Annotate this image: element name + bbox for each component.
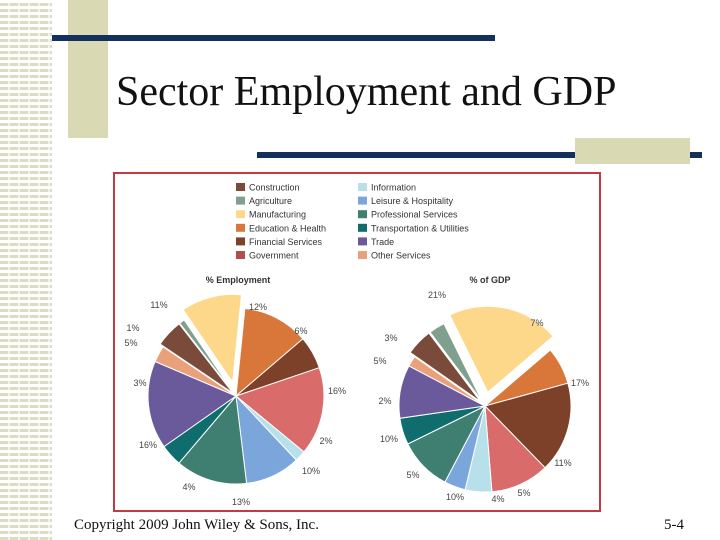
legend-swatch-other-services <box>358 251 367 259</box>
legend-swatch-construction <box>236 183 245 191</box>
slice-label-leisure-and-hospitality: 4% <box>491 494 504 504</box>
legend-swatch-financial-services <box>236 237 245 246</box>
slide-title: Sector Employment and GDP <box>116 69 617 115</box>
pie-title-0: % Employment <box>206 275 271 285</box>
legend-swatch-education-and-health <box>236 223 245 232</box>
pie-slice-trade <box>147 360 238 448</box>
legend-swatch-government <box>236 251 245 259</box>
legend-swatch-professional-services <box>358 210 367 219</box>
slice-label-agriculture: 3% <box>384 333 397 343</box>
chart-panel: Construction Agriculture Manufacturing Educ… <box>113 172 601 512</box>
pie-slice-professional-services <box>178 394 248 485</box>
slice-label-other-services: 3% <box>133 378 146 388</box>
slice-label-government: 11% <box>554 458 571 468</box>
legend-label-trade: Trade <box>371 237 394 247</box>
slice-label-manufacturing: 21% <box>428 290 446 300</box>
legend-label-construction: Construction <box>249 183 300 193</box>
slice-label-professional-services: 13% <box>232 497 250 507</box>
pie-slice-government <box>234 367 325 453</box>
page-number: 5-4 <box>664 517 684 533</box>
legend-swatch-trade <box>358 237 367 246</box>
pie-slice-agriculture <box>429 323 483 402</box>
pie-slice-other-services <box>154 346 237 397</box>
slice-label-government: 16% <box>328 386 346 396</box>
bottom-rule <box>257 152 702 158</box>
pie-employment: % Employment 5% 1% 11% 12% 6% 16% 2% 10% 13% 4% 16%… <box>124 275 346 507</box>
pie-gdp: % of GDP 5% 3% 21% 7% 17% 11% 5% 4% 10% 5% 10% 2% <box>373 275 589 504</box>
pie-slice-financial-services <box>484 382 572 469</box>
slice-label-trade: 16% <box>139 440 157 450</box>
chart-figure: Construction Agriculture Manufacturing Educ… <box>124 183 589 508</box>
slice-label-other-services: 2% <box>378 396 391 406</box>
legend-swatch-transportation-and-utilities <box>358 223 367 232</box>
copyright-footer: Copyright 2009 John Wiley & Sons, Inc. <box>74 517 319 533</box>
title-accent-block <box>68 0 108 138</box>
pie-slice-construction <box>159 323 234 394</box>
legend-swatch-manufacturing <box>236 210 245 219</box>
slice-label-transportation-and-utilities: 5% <box>406 470 419 480</box>
legend-label-agriculture: Agriculture <box>249 196 292 206</box>
rule-accent-block <box>575 138 690 164</box>
slice-label-financial-services: 17% <box>571 378 589 388</box>
slice-label-financial-services: 6% <box>294 326 307 336</box>
left-stripe-decoration <box>0 0 52 540</box>
top-rule <box>52 35 495 41</box>
pie-slice-manufacturing <box>182 293 243 384</box>
slice-label-information: 5% <box>517 488 530 498</box>
slice-label-trade: 10% <box>380 434 398 444</box>
legend-swatch-agriculture <box>236 196 245 205</box>
slice-label-transportation-and-utilities: 4% <box>182 482 195 492</box>
slice-label-manufacturing: 11% <box>150 300 167 310</box>
legend-label-financial-services: Financial Services <box>249 237 323 247</box>
slice-label-construction: 5% <box>124 338 137 348</box>
legend-label-other-services: Other Services <box>371 251 431 261</box>
legend-label-government: Government <box>249 251 299 261</box>
pie-slice-other-services <box>408 356 486 407</box>
pie-slice-manufacturing <box>449 305 554 394</box>
slice-label-education-and-health: 12% <box>249 302 267 312</box>
legend-label-manufacturing: Manufacturing <box>249 210 306 220</box>
legend-label-transportation-and-utilities: Transportation & Utilities <box>371 223 469 233</box>
legend-label-professional-services: Professional Services <box>371 210 458 220</box>
pie-slice-agriculture <box>178 319 235 394</box>
slice-label-construction: 5% <box>373 356 386 366</box>
slice-label-professional-services: 10% <box>446 492 464 502</box>
legend-label-education-and-health: Education & Health <box>249 223 326 233</box>
slice-label-leisure-and-hospitality: 10% <box>302 466 320 476</box>
slice-label-information: 2% <box>319 436 332 446</box>
slice-label-agriculture: 1% <box>126 323 139 333</box>
legend-swatch-information <box>358 183 367 191</box>
legend: Construction Agriculture Manufacturing Educ… <box>236 183 469 261</box>
legend-label-leisure-and-hospitality: Leisure & Hospitality <box>371 196 454 206</box>
pie-slice-construction <box>409 332 482 403</box>
slice-label-education-and-health: 7% <box>530 318 543 328</box>
legend-label-information: Information <box>371 183 416 193</box>
pie-title-1: % of GDP <box>469 275 510 285</box>
legend-swatch-leisure-and-hospitality <box>358 196 367 205</box>
pie-slice-education-and-health <box>235 307 304 398</box>
